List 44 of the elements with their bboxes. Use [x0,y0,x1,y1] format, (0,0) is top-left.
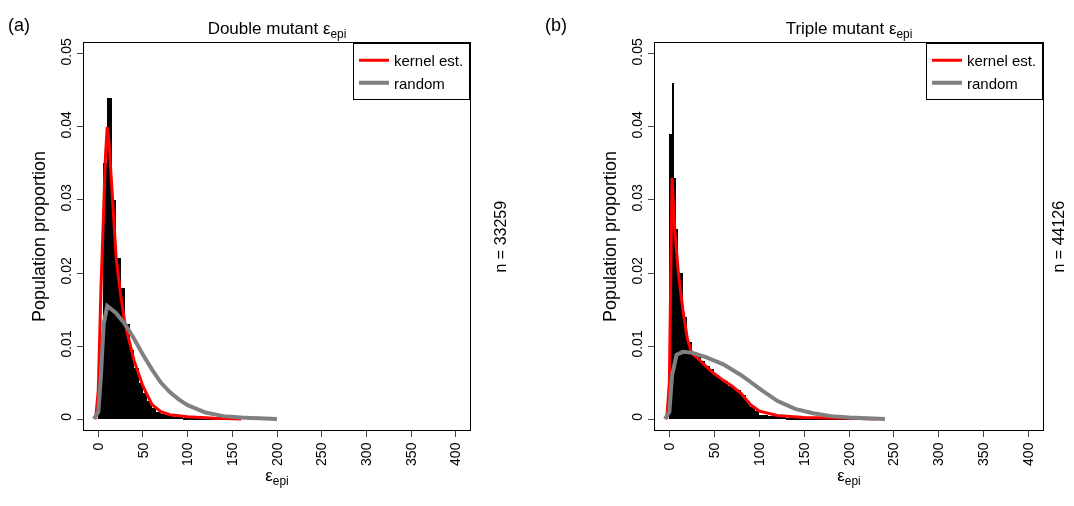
y-tick-label: 0 [58,412,75,421]
text: n = 33259 [491,200,509,273]
y-tick-label: 0.05 [629,38,646,66]
legend-label: kernel est. [967,52,1037,70]
text: (b) [545,15,567,35]
x-tick-label: 400 [1020,442,1037,466]
x-tick-label: 100 [179,442,196,466]
legend-label: random [967,74,1018,92]
x-tick-label: 50 [134,442,151,459]
x-tick-label: 0 [89,442,106,451]
x-tick-label: 150 [795,442,812,466]
y-tick-label: 0 [629,412,646,421]
x-tick-label: 0 [660,442,677,451]
x-tick-label: 300 [357,442,374,466]
y-tick-label: 0.01 [629,330,646,358]
y-tick-label: 0.03 [629,184,646,212]
text: (a) [8,15,30,35]
y-tick-label: 0.04 [629,111,646,139]
x-tick-label: 350 [402,442,419,466]
x-tick-label: 200 [268,442,285,466]
y-tick-label: 0.02 [58,257,75,285]
y-tick-label: 0.02 [629,257,646,285]
x-tick-label: 150 [223,442,240,466]
y-axis-title: Population proportion [599,150,620,323]
y-tick-label: 0.05 [58,38,75,66]
x-tick-label: 300 [930,442,947,466]
legend-label: kernel est. [394,52,464,70]
x-tick-label: 200 [840,442,857,466]
chart-title: Triple mutant ε$_{epi}$ [785,18,913,41]
y-axis-title: Population proportion [28,150,49,323]
text: n = 44126 [1049,200,1067,273]
legend-label: random [394,74,445,92]
x-tick-label: 50 [705,442,722,459]
x-axis-title: ε$_{epi}$ [265,465,289,488]
chart-title: Double mutant ε$_{epi}$ [207,18,347,41]
x-tick-label: 250 [313,442,330,466]
x-tick-label: 250 [885,442,902,466]
y-tick-label: 0.01 [58,330,75,358]
y-tick-label: 0.04 [58,111,75,139]
x-axis-title: ε$_{epi}$ [837,465,861,488]
y-tick-label: 0.03 [58,184,75,212]
x-tick-label: 100 [750,442,767,466]
x-tick-label: 400 [447,442,464,466]
x-tick-label: 350 [975,442,992,466]
